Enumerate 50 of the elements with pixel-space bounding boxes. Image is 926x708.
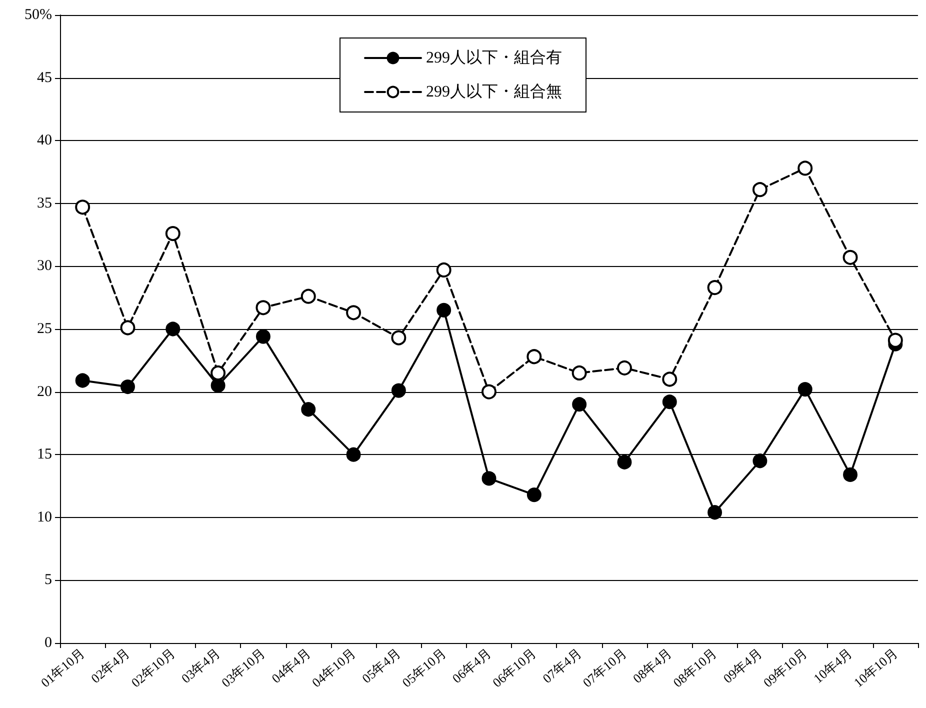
y-tick-label: 40: [37, 132, 52, 149]
point: [707, 280, 722, 296]
point: [843, 467, 858, 482]
point: [888, 332, 903, 348]
y-tick-label: 30: [37, 258, 52, 274]
legend-label: 299人以下・組合有: [426, 48, 562, 66]
point: [166, 322, 180, 336]
point: [210, 365, 226, 380]
point: [526, 488, 542, 502]
point: [617, 454, 632, 470]
point: [436, 262, 452, 278]
point: [572, 365, 587, 380]
legend-label: 299人以下・組合無: [426, 82, 562, 100]
point: [75, 200, 90, 215]
point: [391, 330, 406, 346]
point: [300, 288, 316, 304]
y-tick-label: 20: [37, 384, 52, 400]
point: [75, 373, 90, 388]
point: [346, 447, 361, 462]
point: [616, 360, 632, 376]
point: [708, 505, 722, 520]
y-tick-label: 35: [37, 195, 52, 212]
point: [798, 382, 812, 397]
point: [662, 372, 678, 387]
point: [842, 250, 858, 265]
point: [346, 305, 362, 320]
point: [526, 349, 542, 364]
point: [482, 384, 496, 400]
y-tick-label: 15: [37, 446, 52, 463]
point: [256, 329, 270, 344]
y-tick-label: 50%: [24, 7, 52, 23]
y-tick-label: 5: [44, 572, 52, 588]
y-tick-label: 10: [37, 509, 52, 526]
point: [120, 380, 135, 394]
point: [120, 320, 136, 336]
point: [572, 397, 587, 412]
point: [752, 182, 768, 198]
point: [798, 160, 813, 176]
y-tick-label: 0: [44, 635, 52, 651]
y-tick-label: 45: [37, 70, 52, 86]
point: [165, 226, 180, 242]
point: [301, 402, 316, 417]
point: [662, 394, 677, 410]
point: [436, 302, 452, 318]
point: [210, 378, 226, 393]
y-tick-label: 25: [37, 321, 52, 337]
point: [752, 454, 768, 468]
point: [256, 300, 271, 316]
point: [391, 383, 406, 398]
point: [482, 471, 496, 486]
